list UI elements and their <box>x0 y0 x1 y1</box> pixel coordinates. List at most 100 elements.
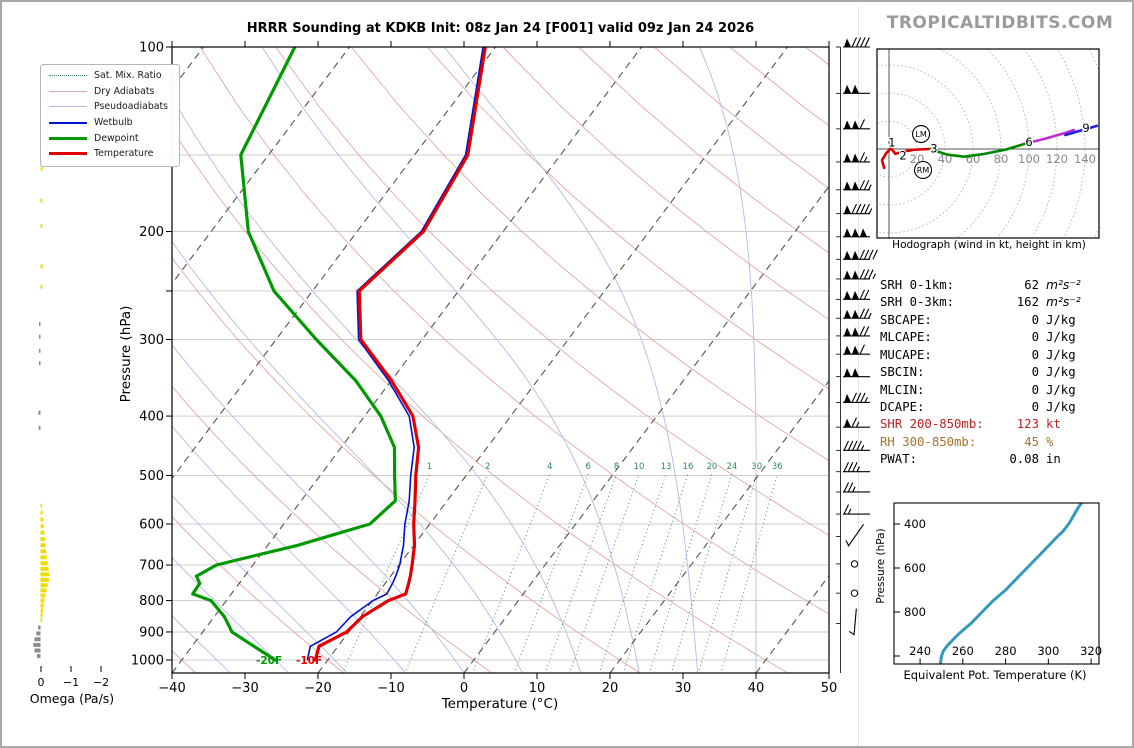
stat-unit: m²s⁻² <box>1046 295 1081 310</box>
pennant-icon <box>852 309 859 319</box>
mixing-ratio-line <box>649 473 713 671</box>
mixing-ratio-line <box>599 473 667 671</box>
hodograph-trace <box>880 147 932 170</box>
stat-row: DCAPE: 0 J/kg <box>880 400 1132 417</box>
omega-bar <box>40 503 42 508</box>
legend-item: Temperature <box>41 146 179 162</box>
wind-barb <box>843 440 870 451</box>
dry-adiabat-line <box>351 47 829 462</box>
pennant-icon <box>852 84 859 94</box>
theta-e-y-tick-label: 400 <box>904 517 926 531</box>
stat-value: 45 <box>1024 434 1039 449</box>
hodograph-height-label: 2 <box>899 148 906 162</box>
pressure-tick-label: 100 <box>139 41 164 56</box>
omega-bar <box>39 361 41 366</box>
omega-bar <box>40 566 49 571</box>
stat-unit: J/kg <box>1046 312 1076 327</box>
theta-e-x-tick-label: 260 <box>952 644 974 658</box>
legend-line-sample <box>49 121 87 124</box>
mixing-ratio-line <box>473 473 551 671</box>
omega-bar <box>36 653 41 658</box>
mixing-ratio-line <box>698 473 758 671</box>
hodograph-height-label: 6 <box>1025 135 1032 149</box>
omega-bar <box>40 224 43 229</box>
plot-border <box>171 46 830 674</box>
legend-item: Pseudoadiabats <box>41 99 179 115</box>
mixing-ratio-label: 20 <box>707 462 718 472</box>
stat-label: MLCIN: <box>880 382 925 397</box>
wind-barb <box>850 560 859 568</box>
wind-barb <box>843 37 870 48</box>
mixing-ratio-line <box>343 473 430 671</box>
omega-bar <box>40 555 47 560</box>
dry-adiabat-line <box>502 47 829 321</box>
theta-e-y-tick-label: 800 <box>904 605 926 619</box>
theta-e-x-tick-label: 240 <box>909 644 931 658</box>
wind-barb <box>843 269 876 280</box>
stat-row: SHR 200-850mb: 123 kt <box>880 417 1132 434</box>
temperature-tick-label: 0 <box>460 681 468 696</box>
pennant-icon <box>852 120 859 129</box>
omega-bar <box>40 588 47 593</box>
hodograph-tick-label: 100 <box>1018 152 1040 166</box>
hodograph-height-label: 3 <box>930 141 937 155</box>
wind-barb <box>843 504 870 515</box>
stat-row: SRH 0-3km: 162 m²s⁻² <box>880 295 1132 312</box>
legend-item-label: Sat. Mix. Ratio <box>94 70 162 82</box>
mixing-ratio-line <box>545 473 617 671</box>
omega-bar <box>40 613 43 618</box>
calm-wind-icon <box>850 560 859 568</box>
pennant-icon <box>852 368 859 377</box>
stat-unit: J/kg <box>1046 399 1076 414</box>
omega-bar <box>40 549 47 554</box>
temperature-tick-label: −30 <box>231 681 258 696</box>
storm-motion-marker <box>912 124 931 144</box>
theta-e-pressure-axis-title: Pressure (hPa) <box>875 528 887 604</box>
omega-bar <box>40 617 42 622</box>
mixing-ratio-label: 16 <box>683 462 694 472</box>
stat-label: SHR 200-850mb: <box>880 417 984 432</box>
pennant-icon <box>844 84 851 94</box>
legend-item-label: Dewpoint <box>94 132 139 144</box>
mixing-ratio-line <box>570 473 640 671</box>
stat-value: 0.08 <box>1009 452 1039 467</box>
stat-unit: in <box>1046 452 1061 467</box>
wind-barb <box>843 180 872 191</box>
omega-bar <box>38 625 41 630</box>
legend-line-sample <box>49 75 87 77</box>
mixing-ratio-label: 30 <box>751 462 762 472</box>
wind-barb <box>843 417 870 428</box>
stat-label: MUCAPE: <box>880 347 932 362</box>
pseudoadiabat-line <box>261 47 640 673</box>
legend-item-label: Wetbulb <box>94 117 133 129</box>
pennant-icon <box>844 205 851 214</box>
wind-barb <box>843 392 870 403</box>
stat-row: MUCAPE: 0 J/kg <box>880 348 1132 365</box>
pennant-icon <box>844 290 851 300</box>
pressure-tick-label: 1000 <box>131 654 164 669</box>
omega-bar <box>40 598 45 603</box>
dry-adiabat-line <box>199 47 829 615</box>
legend-item: Wetbulb <box>41 115 179 131</box>
stat-unit: % <box>1046 434 1054 449</box>
legend-item-label: Pseudoadiabats <box>94 101 169 113</box>
theta-e-y-tick-label: 600 <box>904 561 926 575</box>
wind-barb <box>843 289 870 300</box>
omega-bar <box>33 642 41 647</box>
wind-barb <box>843 461 870 473</box>
hodograph-tick-label: 80 <box>994 152 1009 166</box>
omega-tick-label: −2 <box>93 676 109 689</box>
omega-axis-title: Omega (Pa/s) <box>29 691 115 706</box>
stat-label: SRH 0-3km: <box>880 295 955 310</box>
wind-barb <box>848 608 857 636</box>
hodograph-trace <box>928 142 1028 158</box>
omega-bar <box>40 543 46 548</box>
stat-label: PWAT: <box>880 452 918 467</box>
omega-bar <box>39 321 41 326</box>
stat-unit: m²s⁻² <box>1046 278 1081 292</box>
omega-bar <box>40 524 44 529</box>
